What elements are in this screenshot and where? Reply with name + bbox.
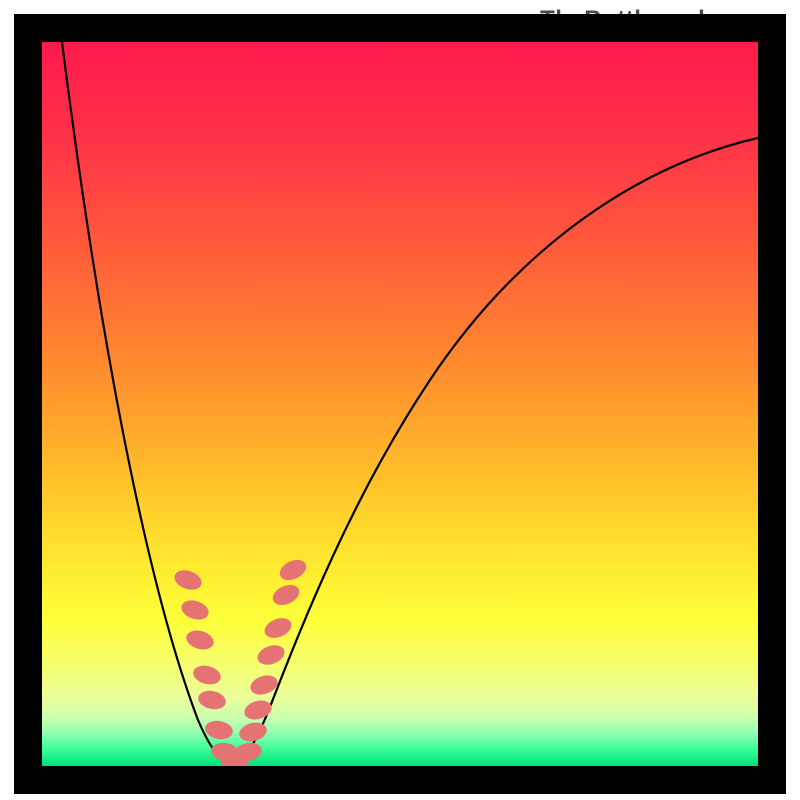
- bead-marker: [276, 556, 309, 584]
- bottleneck-curve-svg: [42, 42, 758, 766]
- chart-container: TheBottleneck.com: [0, 0, 800, 800]
- curve-path: [236, 138, 758, 765]
- bead-marker: [255, 642, 287, 668]
- bead-marker: [191, 663, 223, 687]
- bead-marker: [179, 597, 211, 623]
- curve-path: [62, 42, 228, 765]
- bead-marker: [196, 688, 227, 711]
- bead-marker: [184, 627, 216, 652]
- bead-marker: [204, 719, 235, 742]
- plot-area: [42, 42, 758, 766]
- bead-marker: [242, 697, 274, 722]
- bead-marker: [262, 614, 295, 641]
- bead-marker: [172, 567, 204, 593]
- bead-marker: [270, 581, 303, 609]
